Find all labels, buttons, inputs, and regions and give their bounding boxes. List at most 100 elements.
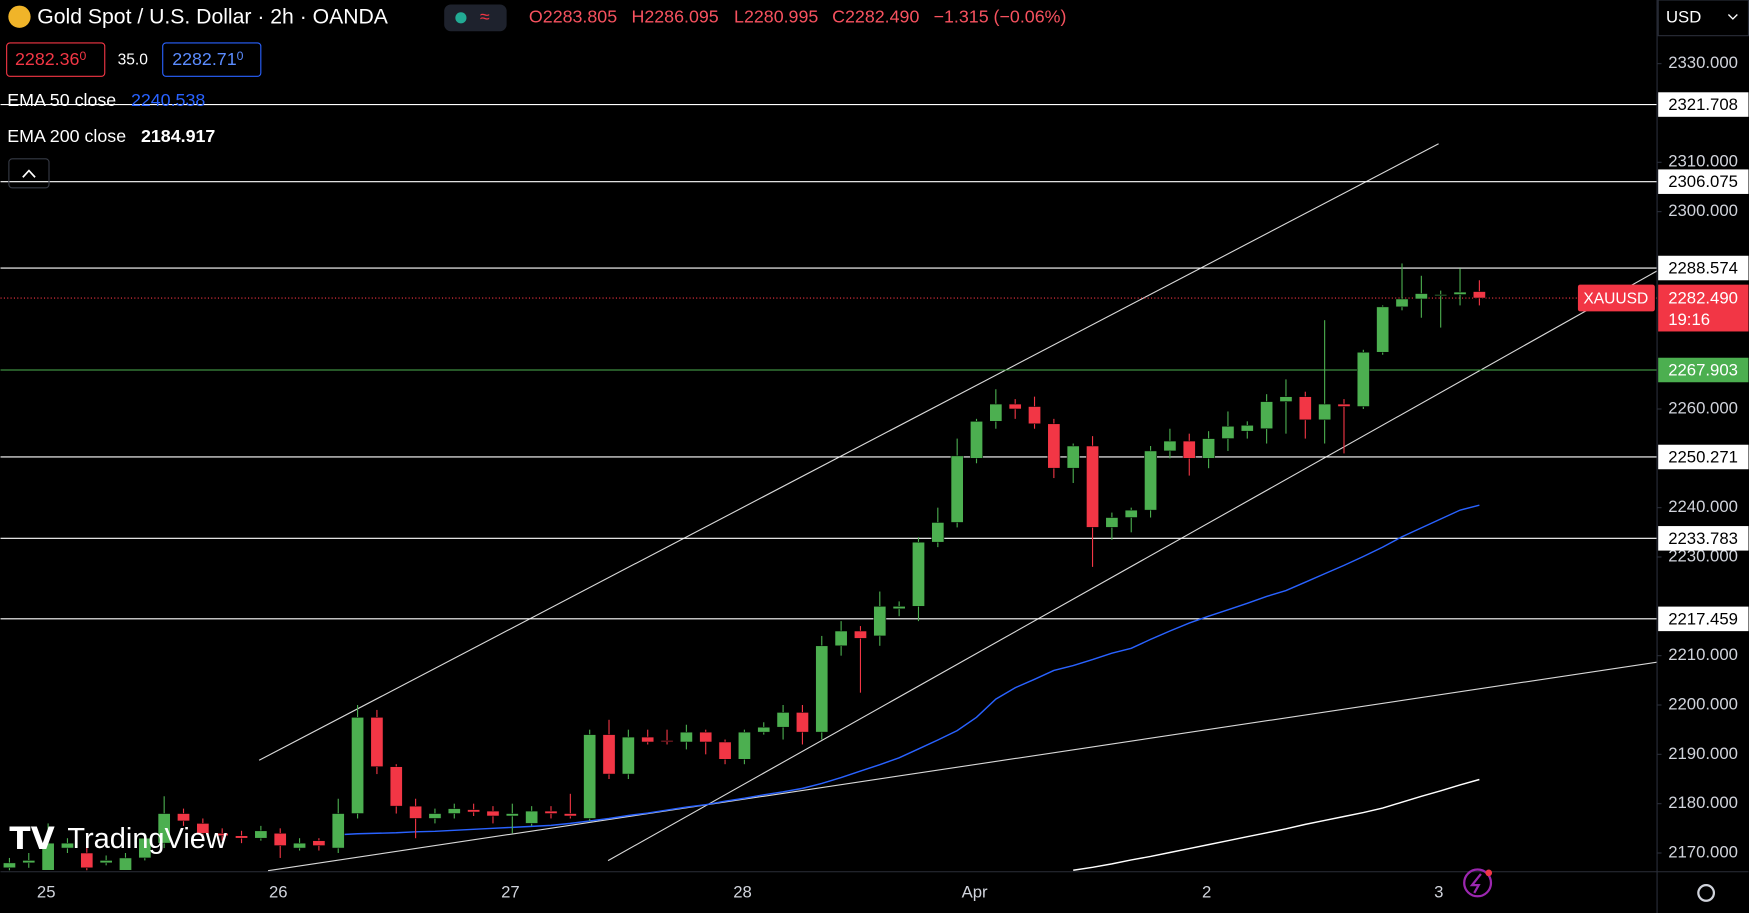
alert-bolt bbox=[1469, 873, 1482, 894]
candle-body bbox=[177, 813, 190, 822]
spread: 35.0 bbox=[118, 51, 149, 68]
candle-body bbox=[757, 726, 771, 733]
status-badge[interactable] bbox=[444, 4, 507, 32]
candle-body bbox=[641, 736, 655, 743]
candle-body bbox=[1182, 440, 1196, 459]
last-price-label: 2282.490 bbox=[1668, 289, 1738, 308]
level-label: 2306.075 bbox=[1668, 172, 1738, 191]
candle-body bbox=[1376, 306, 1390, 353]
y-tick-label: 2240.000 bbox=[1668, 497, 1738, 516]
y-tick-label: 2310.000 bbox=[1668, 152, 1738, 171]
collapse-button[interactable] bbox=[8, 158, 50, 189]
level-label: 2250.271 bbox=[1668, 448, 1738, 467]
market-open-dot bbox=[455, 12, 467, 24]
candle-body bbox=[3, 862, 16, 869]
x-tick-label: 3 bbox=[1434, 882, 1443, 901]
symbol-icon bbox=[8, 5, 31, 28]
candle-body bbox=[950, 455, 964, 523]
y-tick-label: 2190.000 bbox=[1668, 744, 1738, 763]
candle-body bbox=[293, 842, 306, 849]
sell-button[interactable] bbox=[6, 42, 106, 77]
settings-icon[interactable] bbox=[1697, 884, 1716, 902]
candle-body bbox=[99, 860, 113, 864]
candle-body bbox=[737, 731, 751, 760]
level-label: 2217.459 bbox=[1668, 609, 1738, 628]
dropdown-icon bbox=[1727, 14, 1738, 20]
candle-body bbox=[1279, 396, 1293, 402]
y-tick-label: 2200.000 bbox=[1668, 694, 1738, 713]
candle-body bbox=[679, 731, 693, 743]
candle-body bbox=[273, 832, 287, 846]
candle-body bbox=[970, 421, 983, 459]
candle-body bbox=[41, 842, 55, 871]
ohlc-close: C2282.490 bbox=[832, 7, 919, 27]
ohlc-change: −1.315 (−0.06%) bbox=[934, 7, 1067, 27]
candle-body bbox=[235, 835, 248, 839]
countdown: 19:16 bbox=[1668, 310, 1710, 329]
candle-body bbox=[215, 832, 229, 837]
x-tick-label: 26 bbox=[269, 882, 288, 901]
ema-line bbox=[338, 504, 1480, 836]
bid-price: 2282.360 bbox=[15, 49, 86, 69]
candle-body bbox=[119, 857, 132, 871]
y-tick-label: 2170.000 bbox=[1668, 842, 1738, 861]
buy-button[interactable] bbox=[162, 42, 262, 77]
level-label: 2233.783 bbox=[1668, 529, 1738, 548]
y-tick-label: 2330.000 bbox=[1668, 53, 1738, 72]
level-label-box bbox=[1658, 255, 1749, 281]
candle-body bbox=[892, 606, 906, 610]
candle-body bbox=[1356, 351, 1370, 407]
candle-body bbox=[505, 813, 519, 817]
candle-body bbox=[544, 810, 558, 814]
x-tick-label: 28 bbox=[733, 882, 752, 901]
candle-body bbox=[621, 736, 635, 775]
candle-body bbox=[1086, 445, 1099, 528]
candle-body bbox=[1047, 423, 1061, 469]
trend-line bbox=[258, 143, 1439, 761]
level-label-box bbox=[1658, 526, 1749, 551]
candle-body bbox=[1298, 396, 1312, 421]
level-label: 2267.903 bbox=[1668, 361, 1738, 380]
level-label-box bbox=[1658, 92, 1749, 117]
candle-body bbox=[525, 810, 539, 824]
candle-body bbox=[796, 712, 809, 733]
candle-body bbox=[989, 403, 1003, 422]
ema-value: 2184.917 bbox=[141, 126, 215, 146]
x-tick-label: Apr bbox=[962, 882, 988, 901]
y-tick-label: 2300.000 bbox=[1668, 201, 1738, 220]
candle-body bbox=[467, 809, 481, 813]
candle-body bbox=[157, 813, 171, 844]
ohlc-open: O2283.805 bbox=[529, 7, 617, 27]
level-label-box bbox=[1658, 357, 1749, 383]
candle-body bbox=[409, 805, 423, 819]
last-price-box bbox=[1658, 284, 1749, 332]
symbol-title[interactable]: Gold Spot / U.S. Dollar · 2h · OANDA bbox=[37, 5, 389, 28]
alert-dot bbox=[1485, 869, 1493, 877]
currency: USD bbox=[1666, 7, 1701, 26]
candle-body bbox=[1202, 438, 1216, 459]
data-icon: ≈ bbox=[480, 7, 490, 27]
candle-body bbox=[331, 813, 345, 849]
candle-body bbox=[1028, 406, 1041, 425]
candle-body bbox=[583, 734, 597, 819]
candle-body bbox=[1318, 403, 1332, 421]
candle-body bbox=[1414, 293, 1428, 300]
alert-icon[interactable] bbox=[1463, 868, 1493, 898]
candle-body bbox=[602, 734, 616, 775]
ema-label: EMA 50 close bbox=[7, 90, 116, 110]
candle-body bbox=[1221, 425, 1235, 439]
candle-body bbox=[389, 766, 403, 807]
logo-mark: 𝗧𝗩 bbox=[9, 821, 54, 856]
candle-body bbox=[312, 840, 326, 846]
logo[interactable]: TradingView bbox=[67, 823, 226, 855]
candle-body bbox=[854, 630, 867, 639]
candle-body bbox=[486, 810, 500, 817]
candle-body bbox=[563, 813, 577, 817]
candle-body bbox=[931, 522, 945, 543]
level-label-box bbox=[1658, 169, 1749, 194]
candle-body bbox=[1453, 291, 1467, 295]
candle-body bbox=[351, 717, 364, 814]
